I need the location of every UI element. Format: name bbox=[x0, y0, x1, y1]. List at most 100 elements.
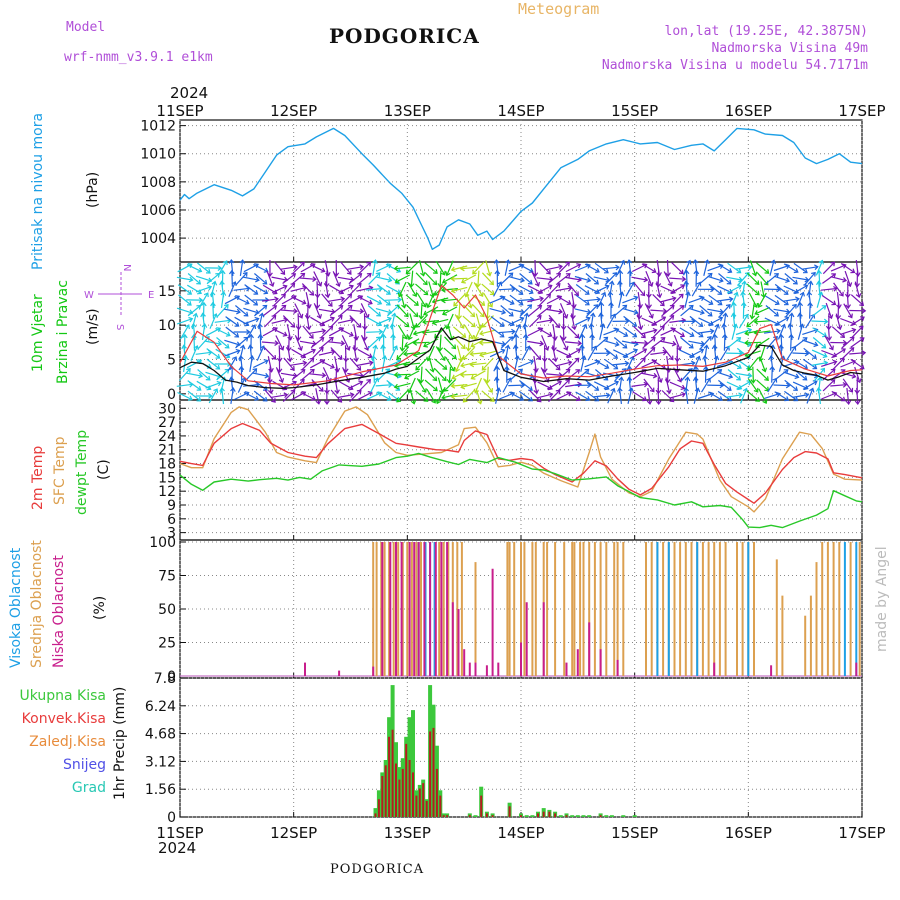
x-tick-label-top: 12SEP bbox=[270, 102, 317, 120]
wind-gust-line bbox=[179, 284, 863, 386]
precip-conv-bar bbox=[395, 763, 397, 817]
temp-2m-axis-title: 2m Temp bbox=[30, 446, 46, 510]
cloud-unit: (%) bbox=[92, 596, 108, 620]
precip-total-bar bbox=[621, 815, 626, 817]
precip-conv-bar bbox=[405, 743, 408, 817]
y-tick-label: 75 bbox=[158, 569, 176, 585]
y-tick-label: 1008 bbox=[140, 175, 176, 191]
precip-conv-bar bbox=[468, 815, 471, 817]
compass-e-label: E bbox=[148, 290, 154, 301]
precip-conv-bar bbox=[485, 813, 488, 817]
high-cloud-axis-title: Visoka Oblacnost bbox=[8, 547, 24, 668]
compass-n-label: N bbox=[121, 264, 132, 271]
y-tick-label: 1006 bbox=[140, 203, 176, 219]
precip-conv-bar bbox=[508, 806, 511, 817]
y-tick-label: 6.24 bbox=[145, 699, 176, 715]
precip-axis-title: 1hr Precip (mm) bbox=[112, 687, 128, 800]
precip-total-bar bbox=[575, 815, 580, 817]
x-tick-label-bottom: 14SEP bbox=[497, 824, 544, 842]
y-tick-label: 1.56 bbox=[145, 782, 176, 798]
precip-conv-bar bbox=[418, 788, 421, 817]
sfc-temp-axis-title: SFC Temp bbox=[52, 436, 68, 505]
precip-conv-bar bbox=[480, 795, 483, 817]
y-tick-label: 3 bbox=[167, 526, 176, 542]
precip-conv-bar bbox=[491, 815, 494, 817]
y-tick-label: 6 bbox=[167, 512, 176, 528]
model-elevation-label: Nadmorska Visina u modelu 54.7171m bbox=[601, 58, 868, 73]
x-tick-label-top: 11SEP bbox=[156, 102, 203, 120]
y-tick-label: 25 bbox=[158, 635, 176, 651]
precip-total-bar bbox=[524, 815, 529, 817]
legend-hail: Grad bbox=[72, 780, 106, 796]
precip-conv-bar bbox=[520, 815, 522, 817]
precip-conv-bar bbox=[442, 815, 445, 817]
precip-conv-bar bbox=[425, 801, 428, 817]
x-tick-label-top: 17SEP bbox=[838, 102, 885, 120]
y-tick-label: 30 bbox=[158, 401, 176, 417]
temp-2m-line bbox=[179, 422, 863, 504]
compass-w-label: W bbox=[84, 290, 94, 301]
legend-total-rain: Ukupna Kisa bbox=[19, 688, 106, 704]
wind-barbs bbox=[176, 258, 867, 406]
precip-conv-bar bbox=[384, 765, 387, 817]
x-year-bottom: 2024 bbox=[158, 839, 196, 857]
page-title: PODGORICA bbox=[329, 24, 480, 48]
pressure-line bbox=[179, 127, 863, 251]
precip-conv-bar bbox=[374, 813, 377, 817]
y-tick-label: 0 bbox=[167, 810, 176, 826]
precip-total-bar bbox=[604, 815, 609, 817]
x-tick-label-top: 14SEP bbox=[497, 102, 544, 120]
y-tick-label: 5 bbox=[167, 352, 176, 368]
y-tick-label: 1010 bbox=[140, 147, 176, 163]
y-tick-label: 21 bbox=[158, 443, 176, 459]
precip-conv-bar bbox=[398, 779, 401, 817]
precip-conv-bar bbox=[401, 768, 404, 817]
meteogram-label: Meteogram bbox=[518, 0, 600, 18]
temp-unit: (C) bbox=[96, 459, 112, 480]
compass-s-label: S bbox=[114, 324, 125, 330]
model-label: Model bbox=[66, 20, 106, 35]
x-tick-label-bottom: 15SEP bbox=[611, 824, 658, 842]
precip-conv-bar bbox=[439, 795, 442, 817]
precip-total-bar bbox=[558, 815, 563, 817]
precip-conv-bar bbox=[381, 776, 384, 817]
precip-conv-bar bbox=[599, 815, 602, 817]
precip-conv-bar bbox=[388, 736, 391, 817]
wind-speed-line bbox=[179, 327, 863, 389]
y-tick-label: 12 bbox=[158, 484, 176, 500]
y-tick-label: 3.12 bbox=[145, 754, 176, 770]
wind-unit: (m/s) bbox=[85, 308, 101, 345]
precip-conv-bar bbox=[537, 813, 539, 817]
precip-conv-bar bbox=[446, 815, 449, 817]
coords-label: lon,lat (19.25E, 42.3875N) bbox=[664, 24, 869, 39]
x-tick-label-top: 15SEP bbox=[611, 102, 658, 120]
y-tick-label: 27 bbox=[158, 415, 176, 431]
precip-conv-bar bbox=[435, 768, 438, 817]
y-tick-label: 10 bbox=[158, 318, 176, 334]
x-year-top: 2024 bbox=[170, 84, 208, 102]
pressure-unit: (hPa) bbox=[85, 172, 101, 208]
precip-conv-bar bbox=[554, 813, 557, 817]
legend-convective-rain: Konvek.Kisa bbox=[22, 711, 106, 727]
y-tick-label: 15 bbox=[158, 470, 176, 486]
precip-total-bar bbox=[581, 815, 586, 817]
y-tick-label: 0 bbox=[167, 387, 176, 403]
x-tick-label-bottom: 16SEP bbox=[725, 824, 772, 842]
y-tick-label: 1012 bbox=[140, 119, 176, 135]
precip-total-bar bbox=[570, 815, 575, 817]
precip-conv-bar bbox=[377, 799, 380, 817]
precip-total-bar bbox=[632, 815, 637, 817]
x-tick-label-bottom: 13SEP bbox=[384, 824, 431, 842]
precip-conv-bar bbox=[415, 795, 418, 817]
y-tick-label: 4.68 bbox=[145, 727, 176, 743]
y-tick-label: 15 bbox=[158, 284, 176, 300]
precip-conv-bar bbox=[422, 783, 425, 817]
y-tick-label: 100 bbox=[149, 535, 176, 551]
dewpt-axis-title: dewpt Temp bbox=[74, 430, 90, 515]
legend-snow: Snijeg bbox=[63, 757, 106, 773]
x-tick-label-top: 16SEP bbox=[725, 102, 772, 120]
mid-cloud-axis-title: Srednja Oblacnost bbox=[29, 540, 45, 668]
dewpt-temp-line bbox=[179, 452, 863, 529]
sfc-temp-line bbox=[179, 406, 863, 513]
